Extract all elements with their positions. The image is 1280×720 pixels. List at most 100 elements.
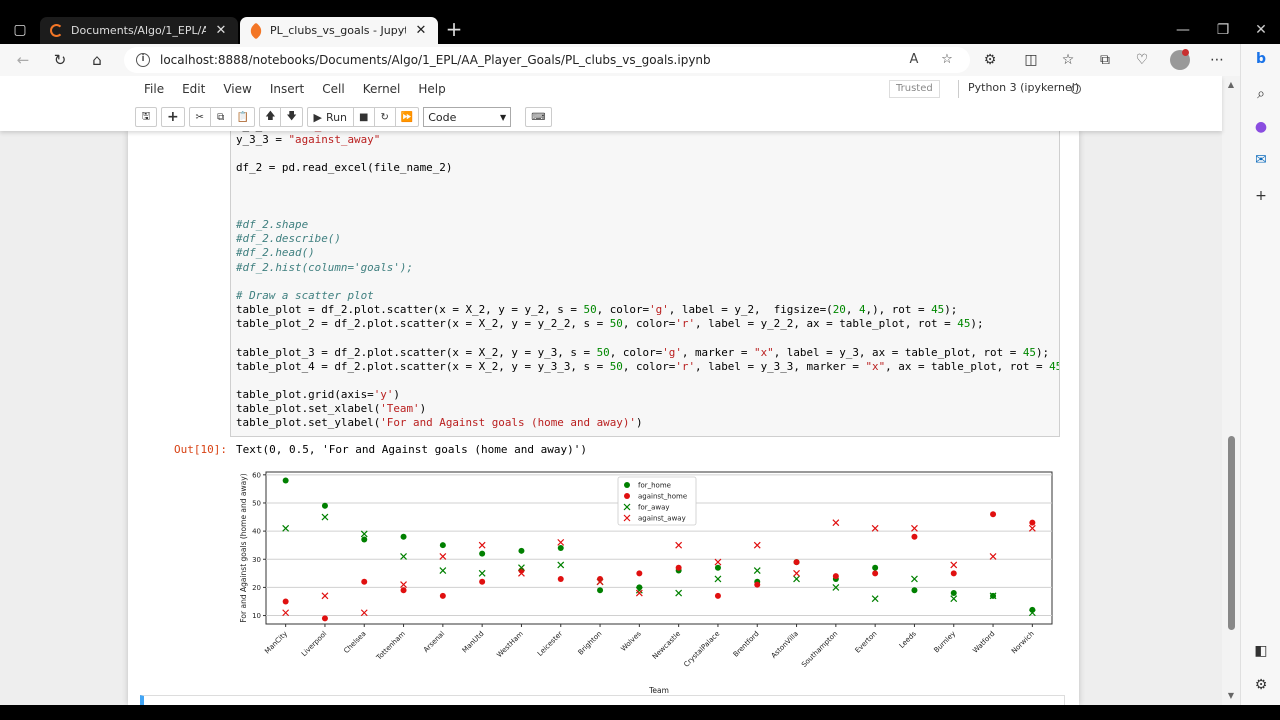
menu-edit[interactable]: Edit [182,82,206,96]
favorites-icon[interactable]: ☆ [1061,52,1075,68]
data-point-against_home [872,570,879,577]
menu-cell[interactable]: Cell [322,82,345,96]
data-point-against_away [360,609,368,617]
kernel-name[interactable]: Python 3 (ipykernel) [968,81,1080,94]
x-tick-label: WestHam [495,630,525,660]
browser-essentials-icon[interactable]: ♡ [1135,52,1149,68]
data-point-against_away [518,569,525,577]
data-point-against_away [675,541,683,549]
data-point-against_home [636,570,643,577]
shopping-icon[interactable]: ● [1254,119,1268,135]
code-line: table_plot = df_2.plot.scatter(x = X_2, … [236,303,958,317]
menu-kernel[interactable]: Kernel [362,82,401,96]
split-screen-icon[interactable]: ◫ [1024,52,1038,68]
data-point-for_home [950,590,957,597]
vertical-scrollbar[interactable]: ▲ ▼ [1222,76,1240,705]
back-icon[interactable]: ← [16,51,30,69]
legend-marker [624,493,630,499]
scroll-up-icon[interactable]: ▲ [1227,80,1235,89]
data-point-against_home [754,581,761,588]
data-point-for_away [439,567,447,574]
command-palette-icon[interactable]: ⌨ [525,107,552,127]
chevron-down-icon: ▼ [500,112,507,122]
x-tick-label: Tottenham [374,630,407,663]
move-down-icon[interactable]: 🡇 [280,107,303,127]
menu-file[interactable]: File [144,82,165,96]
search-icon[interactable]: ⌕ [1257,86,1265,102]
insert-cell-icon[interactable]: + [161,107,185,127]
next-code-cell[interactable] [140,695,1065,705]
notebook-container: y_2_2 = "for_away"y_3_3 = "against_away"… [128,125,1079,705]
data-point-against_away [596,578,604,586]
data-point-for_home [714,564,721,571]
interrupt-icon[interactable]: ■ [352,107,375,127]
x-tick-label: Wolves [620,630,643,653]
url-text: localhost:8888/notebooks/Documents/Algo/… [160,53,711,67]
restart-icon[interactable]: ↻ [373,107,396,127]
data-point-against_away [753,541,761,549]
data-point-for_away [1028,609,1036,617]
sidebar-settings-icon[interactable]: ⚙ [1254,677,1268,693]
menu-help[interactable]: Help [418,82,446,96]
add-sidebar-icon[interactable]: + [1255,188,1267,204]
legend-marker [623,503,631,511]
outlook-icon[interactable]: ✉ [1255,152,1267,168]
home-icon[interactable]: ⌂ [92,51,102,69]
favorite-star-icon[interactable]: ☆ [941,52,953,67]
data-point-against_home [439,592,446,599]
x-tick-label: Chelsea [342,630,367,655]
browser-tab-notebook[interactable]: PL_clubs_vs_goals - Jupyter Notebook ✕ [240,17,438,44]
data-point-against_away [989,553,997,560]
data-point-against_away [950,561,958,569]
new-tab-icon[interactable]: + [445,17,463,41]
legend-marker [623,514,631,522]
restart-run-all-icon[interactable]: ⏩ [394,107,420,127]
data-point-for_home [321,502,328,509]
code-line: table_plot.set_ylabel('For and Against g… [236,416,643,430]
paste-icon[interactable]: 📋 [230,107,256,127]
menu-view[interactable]: View [223,82,252,96]
kernel-separator [958,80,959,98]
data-point-against_home [990,511,997,518]
legend-label: for_home [638,482,671,490]
run-button[interactable]: ▶ Run [306,107,354,127]
x-tick-label: Brentford [732,630,761,659]
copilot-icon[interactable]: b [1255,51,1267,67]
tab-actions-icon[interactable]: ▢ [13,22,27,38]
menu-insert[interactable]: Insert [269,82,305,96]
move-up-icon[interactable]: 🡅 [259,107,282,127]
read-aloud-icon[interactable]: A [909,52,919,67]
data-point-for_home [479,550,486,557]
close-tab-icon[interactable]: ✕ [215,23,227,38]
sidebar-toggle-icon[interactable]: ◧ [1254,643,1268,659]
close-window-icon[interactable]: ✕ [1255,22,1267,38]
data-point-against_away [478,541,486,549]
copy-icon[interactable]: ⧉ [209,107,232,127]
restore-icon[interactable]: ❐ [1216,22,1230,38]
cell-type-select[interactable]: Code ▼ [423,107,512,127]
cut-icon[interactable]: ✂ [188,107,211,127]
collections-icon[interactable]: ⧉ [1100,52,1110,68]
x-tick-label: AstonVilla [770,630,800,660]
site-info-icon[interactable]: i [136,53,150,67]
code-cell-input[interactable]: y_2_2 = "for_away"y_3_3 = "against_away"… [230,125,1060,437]
save-icon[interactable]: 🖫 [135,107,157,127]
code-line: #df_2.hist(column='goals'); [236,260,414,274]
x-tick-label: Norwich [1010,630,1036,656]
code-line: #df_2.describe() [236,232,341,246]
close-tab-icon[interactable]: ✕ [415,23,427,38]
more-menu-icon[interactable]: ⋯ [1210,52,1224,68]
scroll-down-icon[interactable]: ▼ [1227,691,1235,700]
data-point-against_away [793,569,800,577]
notebook-favicon-icon [247,22,265,39]
data-point-for_away [557,561,565,569]
scrollbar-thumb[interactable] [1228,436,1235,630]
refresh-icon[interactable]: ↻ [53,51,67,69]
browser-tab-documents[interactable]: Documents/Algo/1_EPL/AA_Player_Goals ✕ [40,17,238,44]
minimize-icon[interactable]: — [1176,22,1190,38]
extensions-icon[interactable]: ⚙ [983,52,997,68]
x-tick-label: Watford [971,630,996,655]
trusted-badge[interactable]: Trusted [889,80,940,98]
data-point-for_home [872,564,879,571]
address-bar[interactable]: i localhost:8888/notebooks/Documents/Alg… [124,47,970,73]
